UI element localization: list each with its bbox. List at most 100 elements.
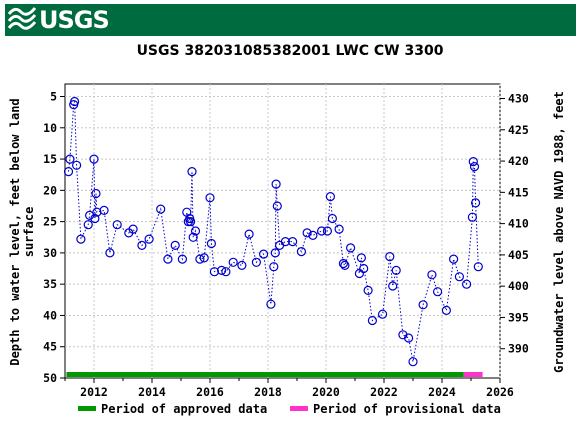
data-point xyxy=(433,287,443,297)
data-point xyxy=(221,267,231,277)
legend-provisional-label: Period of provisional data xyxy=(313,402,501,416)
y-left-tick-label-40: 40 xyxy=(43,308,57,322)
x-tick-label-2014: 2014 xyxy=(138,385,166,399)
data-point xyxy=(209,267,219,277)
legend-provisional-swatch xyxy=(290,406,308,411)
data-point xyxy=(90,213,100,224)
data-point xyxy=(367,315,377,326)
x-tick-label-2022: 2022 xyxy=(370,385,398,399)
data-point xyxy=(468,157,478,167)
data-point xyxy=(237,260,247,270)
data-point xyxy=(338,258,348,269)
period-bar-1 xyxy=(463,372,483,377)
y-left-tick-label-10: 10 xyxy=(43,121,57,135)
data-point xyxy=(251,257,261,267)
y-right-tick-label-425: 425 xyxy=(508,123,529,137)
data-point xyxy=(340,260,350,270)
data-point xyxy=(325,192,335,202)
data-point xyxy=(275,240,285,250)
y-axis-title-left-line1: Depth to water level, feet below land xyxy=(8,98,22,365)
data-point xyxy=(128,224,138,234)
y-right-tick-label-410: 410 xyxy=(508,217,529,231)
data-point xyxy=(71,160,82,170)
data-point xyxy=(228,257,238,267)
y-left-tick-label-35: 35 xyxy=(43,277,57,291)
y-right-tick-label-400: 400 xyxy=(508,279,529,293)
legend: Period of approved data Period of provis… xyxy=(78,402,501,416)
data-point xyxy=(334,224,344,234)
y-left-tick-label-5: 5 xyxy=(50,90,57,104)
data-point xyxy=(302,228,312,238)
x-tick-label-2024: 2024 xyxy=(428,385,456,399)
data-point xyxy=(288,237,298,247)
data-point xyxy=(65,154,75,164)
usgs-wave-icon xyxy=(7,7,37,30)
data-point xyxy=(270,248,280,258)
legend-approved-swatch xyxy=(78,406,96,411)
data-point xyxy=(427,270,437,280)
axes: 2012 2014 2016 2018 2020 2022 2024 2026 5 10 15 20 2… xyxy=(43,90,529,399)
data-point xyxy=(105,248,115,258)
data-point xyxy=(272,201,282,211)
data-point xyxy=(217,265,227,275)
data-point xyxy=(317,226,327,236)
data-point xyxy=(378,309,388,319)
data-period-bars xyxy=(66,372,483,377)
data-point xyxy=(356,253,366,263)
y-left-tick-label-25: 25 xyxy=(43,215,57,229)
data-point xyxy=(449,254,459,264)
data-point xyxy=(137,240,147,250)
y-left-tick-label-30: 30 xyxy=(43,246,57,260)
data-point xyxy=(99,205,109,215)
y-axis-title-left-line2: surface xyxy=(22,207,36,258)
x-tick-label-2018: 2018 xyxy=(254,385,282,399)
data-point xyxy=(156,204,166,214)
data-point xyxy=(269,262,279,272)
y-axis-title-right: Groundwater level above NAVD 1988, feet xyxy=(552,91,566,373)
data-point xyxy=(322,226,332,236)
data-point xyxy=(205,193,215,203)
data-point xyxy=(206,238,216,249)
water-level-series xyxy=(63,96,483,367)
data-point xyxy=(144,234,154,244)
data-point xyxy=(471,198,481,208)
data-point xyxy=(418,300,428,310)
data-point xyxy=(467,212,477,222)
data-point xyxy=(280,237,290,247)
data-point xyxy=(359,263,369,274)
y-right-tick-label-395: 395 xyxy=(508,310,529,324)
y-right-tick-label-390: 390 xyxy=(508,342,529,356)
data-point xyxy=(462,279,472,289)
data-point xyxy=(308,230,318,240)
gridlines xyxy=(65,84,501,378)
y-left-tick-label-15: 15 xyxy=(43,152,57,166)
x-tick-label-2020: 2020 xyxy=(312,385,340,399)
data-point xyxy=(83,220,93,230)
x-tick-label-2016: 2016 xyxy=(196,385,224,399)
data-point xyxy=(112,220,122,230)
data-point xyxy=(170,240,180,250)
data-point xyxy=(454,272,464,282)
data-point xyxy=(469,162,480,172)
data-point xyxy=(346,243,356,253)
usgs-logo-text: USGS xyxy=(39,6,110,34)
data-point xyxy=(91,188,101,199)
data-point xyxy=(89,154,99,164)
data-point xyxy=(76,234,86,244)
y-right-tick-label-405: 405 xyxy=(508,248,529,262)
data-point xyxy=(473,262,483,272)
x-tick-label-2026: 2026 xyxy=(486,385,514,399)
y-left-tick-label-20: 20 xyxy=(43,183,57,197)
data-point xyxy=(404,333,414,343)
data-point xyxy=(271,179,281,189)
data-point xyxy=(388,281,398,291)
data-point xyxy=(391,265,401,275)
data-point xyxy=(327,213,337,224)
data-point xyxy=(199,253,209,263)
y-left-tick-label-45: 45 xyxy=(43,340,57,354)
data-point xyxy=(266,299,276,309)
y-right-tick-label-420: 420 xyxy=(508,154,529,168)
x-tick-label-2012: 2012 xyxy=(80,385,108,399)
y-right-tick-label-415: 415 xyxy=(508,185,529,199)
